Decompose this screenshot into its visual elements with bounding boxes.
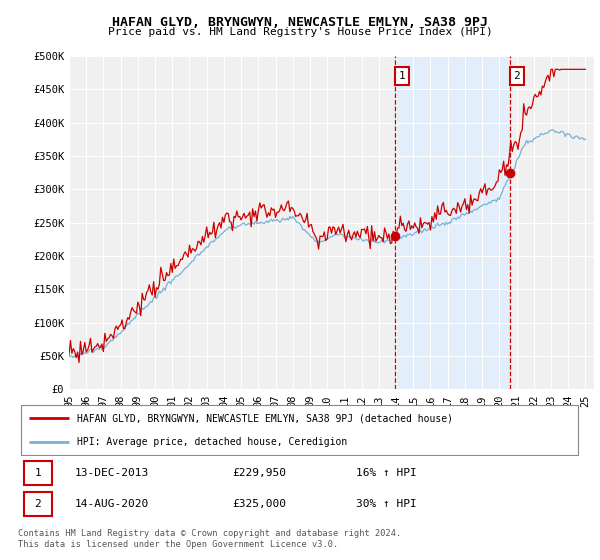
Text: Contains HM Land Registry data © Crown copyright and database right 2024.
This d: Contains HM Land Registry data © Crown c…	[18, 529, 401, 549]
Text: 16% ↑ HPI: 16% ↑ HPI	[356, 468, 417, 478]
Text: 30% ↑ HPI: 30% ↑ HPI	[356, 499, 417, 509]
Text: 14-AUG-2020: 14-AUG-2020	[74, 499, 149, 509]
Text: HAFAN GLYD, BRYNGWYN, NEWCASTLE EMLYN, SA38 9PJ: HAFAN GLYD, BRYNGWYN, NEWCASTLE EMLYN, S…	[112, 16, 488, 29]
Text: 13-DEC-2013: 13-DEC-2013	[74, 468, 149, 478]
Text: 2: 2	[34, 499, 41, 509]
Text: 2: 2	[514, 71, 520, 81]
Text: 1: 1	[398, 71, 406, 81]
Bar	[395, 56, 510, 389]
Text: Price paid vs. HM Land Registry's House Price Index (HPI): Price paid vs. HM Land Registry's House …	[107, 27, 493, 37]
Text: HAFAN GLYD, BRYNGWYN, NEWCASTLE EMLYN, SA38 9PJ (detached house): HAFAN GLYD, BRYNGWYN, NEWCASTLE EMLYN, S…	[77, 413, 453, 423]
Text: HPI: Average price, detached house, Ceredigion: HPI: Average price, detached house, Cere…	[77, 436, 347, 446]
FancyBboxPatch shape	[23, 461, 52, 486]
Text: 1: 1	[34, 468, 41, 478]
FancyBboxPatch shape	[23, 492, 52, 516]
Text: £229,950: £229,950	[232, 468, 286, 478]
Text: £325,000: £325,000	[232, 499, 286, 509]
FancyBboxPatch shape	[21, 405, 578, 455]
